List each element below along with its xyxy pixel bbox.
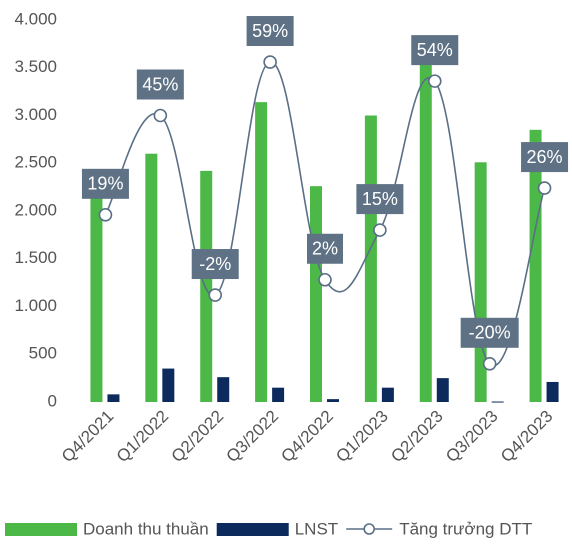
bar [162,368,175,402]
x-tick-label: Q1/2022 [113,407,173,467]
data-label-box [460,317,519,348]
legend-label: Tăng trưởng DTT [399,519,532,538]
legend-swatch [5,523,77,536]
line-marker [263,55,277,69]
line-marker [208,288,223,302]
x-tick-label: Q2/2022 [168,407,228,467]
data-label: 26% [527,147,563,167]
bar [200,170,213,402]
data-label: 19% [87,174,123,194]
bar [364,115,377,402]
bar [145,153,158,402]
legend-label: LNST [295,519,338,538]
data-label-box [307,233,343,264]
data-label-box [136,69,184,100]
bar [381,387,394,402]
bar [327,399,339,402]
line-marker [373,223,387,237]
data-label-box [191,249,239,280]
y-tick-label: 500 [29,344,57,363]
bar [255,102,268,402]
y-tick-label: 4.000 [14,9,57,28]
data-label-box [521,142,569,173]
bar [90,196,103,402]
x-tick-label: Q2/2023 [387,407,447,467]
data-label: -20% [469,323,511,343]
data-label: 2% [312,239,338,259]
legend-swatch [216,523,289,536]
x-tick-label: Q3/2022 [223,407,283,467]
line-marker [98,208,113,222]
bar [272,387,285,402]
data-label-box [246,16,294,47]
data-label: 15% [362,189,398,209]
bar [436,378,449,402]
legend-marker [363,523,375,535]
legend-label: Doanh thu thuần [83,519,209,538]
y-tick-label: 3.500 [14,57,57,76]
y-tick-label: 1.500 [14,248,57,267]
line-marker [537,181,552,195]
data-label: -2% [199,254,231,274]
line-marker [153,108,168,123]
bar [546,381,559,402]
bar [217,377,230,402]
data-label-box [356,184,404,215]
line-marker [318,272,332,287]
y-tick-label: 2.000 [14,200,57,219]
y-tick-label: 2.500 [14,153,57,172]
x-tick-label: Q4/2021 [58,407,118,467]
bar [107,394,120,402]
data-label: 54% [417,40,453,60]
x-tick-label: Q4/2023 [497,407,557,467]
y-tick-label: 1.000 [14,296,57,315]
bar [419,53,432,403]
bar [529,129,542,402]
x-tick-label: Q4/2022 [277,407,337,467]
bar [310,186,322,402]
line-marker [427,74,442,88]
bar [491,401,504,403]
data-label-box [411,35,459,66]
line-marker [482,356,497,371]
x-tick-label: Q3/2023 [442,407,502,467]
y-tick-label: 0 [48,391,57,410]
y-tick-label: 3.000 [14,105,57,124]
x-tick-label: Q1/2023 [332,407,392,467]
data-label: 59% [252,21,288,41]
data-label: 45% [142,74,178,94]
data-label-box [81,168,129,199]
